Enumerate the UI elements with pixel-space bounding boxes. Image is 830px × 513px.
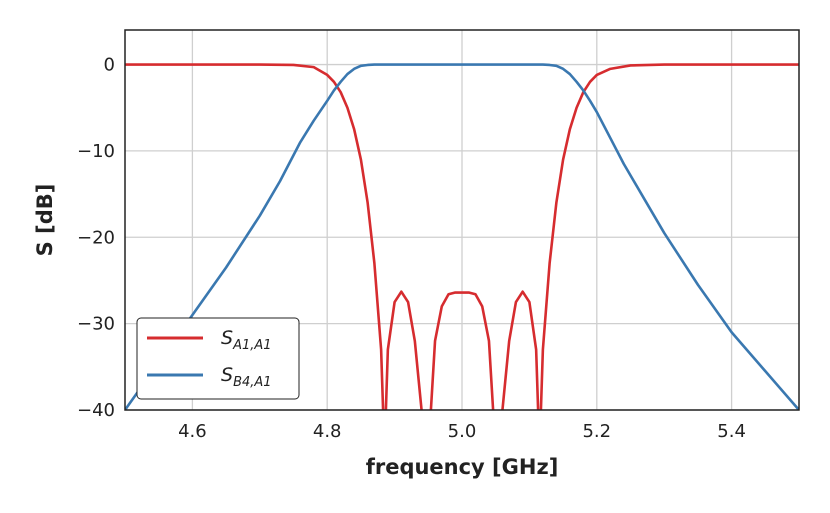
legend-label-main: S [221,364,233,386]
y-tick-label: −20 [77,227,115,248]
legend-label-sub: A1,A1 [232,338,271,353]
plot-frame [124,29,800,411]
series-line-s-b4-a1 [125,63,799,410]
y-tick-label: −10 [77,141,115,162]
series-line-s-a1-a1 [125,63,799,410]
y-tick-label: −40 [77,400,115,421]
legend-box [136,317,300,400]
legend-label-s-b4-a1: SB4,A1 [221,364,272,390]
series-layer [125,63,799,410]
ticks: 4.6 4.8 5.0 5.2 5.4 0 −10 −20 −30 −40 [77,55,746,442]
y-tick-label: −30 [77,314,115,335]
legend-label-main: S [221,327,233,349]
legend: SA1,A1 SB4,A1 [136,317,300,400]
x-tick-label: 5.2 [582,421,611,442]
y-tick-label: 0 [104,55,115,76]
x-tick-label: 5.4 [717,421,746,442]
x-axis-label: frequency [GHz] [366,455,559,479]
x-tick-label: 4.8 [313,421,342,442]
legend-label-sub: B4,A1 [233,375,272,390]
legend-label-s-a1-a1: SA1,A1 [221,327,272,353]
x-tick-label: 4.6 [178,421,207,442]
y-axis-label: S [dB] [33,184,57,257]
x-tick-label: 5.0 [448,421,477,442]
